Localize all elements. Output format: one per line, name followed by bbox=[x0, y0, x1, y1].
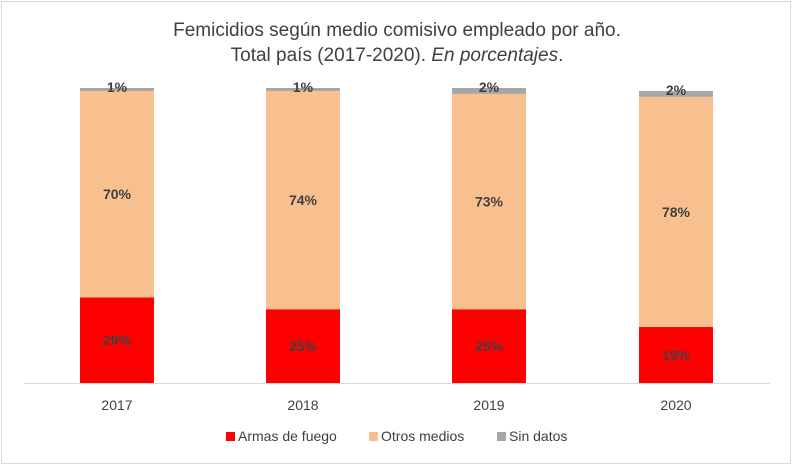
chart-title-line-2-end: . bbox=[558, 45, 564, 66]
bar-2017-sin-datos bbox=[80, 88, 154, 91]
x-tick-label-2020: 2020 bbox=[660, 397, 691, 413]
data-label-2018-armas-de-fuego: 25% bbox=[289, 338, 318, 354]
legend-swatch-armas-de-fuego bbox=[226, 432, 235, 441]
legend-label-sin-datos: Sin datos bbox=[509, 428, 567, 444]
x-tick-label-2018: 2018 bbox=[287, 397, 318, 413]
x-tick-label-2017: 2017 bbox=[101, 397, 132, 413]
bar-2019-armas-de-fuego bbox=[452, 309, 526, 383]
legend-swatch-otros-medios bbox=[369, 432, 378, 441]
legend-label-otros-medios: Otros medios bbox=[381, 428, 464, 444]
data-label-2020-sin-datos: 2% bbox=[666, 82, 687, 98]
bar-2019-sin-datos bbox=[452, 88, 526, 94]
chart-title-line-2-text: Total país (2017-2020). bbox=[230, 45, 432, 66]
bar-2018-otros-medios bbox=[266, 90, 340, 310]
x-tick-label-2019: 2019 bbox=[473, 397, 504, 413]
data-label-2020-armas-de-fuego: 19% bbox=[662, 347, 691, 363]
bar-2017-otros-medios bbox=[80, 90, 154, 298]
data-label-2017-sin-datos: 1% bbox=[107, 79, 128, 95]
data-label-2017-armas-de-fuego: 29% bbox=[103, 332, 132, 348]
bar-2018-armas-de-fuego bbox=[266, 309, 340, 383]
data-label-2017-otros-medios: 70% bbox=[103, 186, 132, 202]
bar-2020-sin-datos bbox=[639, 90, 713, 97]
chart-title: Femicidios según medio comisivo empleado… bbox=[0, 18, 794, 68]
chart-title-line-2: Total país (2017-2020). En porcentajes. bbox=[0, 43, 794, 68]
bar-2019-otros-medios bbox=[452, 93, 526, 310]
bar-2018-sin-datos bbox=[266, 88, 340, 91]
data-label-2020-otros-medios: 78% bbox=[662, 204, 691, 220]
data-label-2019-armas-de-fuego: 25% bbox=[475, 338, 504, 354]
legend-label-armas-de-fuego: Armas de fuego bbox=[238, 428, 337, 444]
data-label-2018-otros-medios: 74% bbox=[289, 192, 318, 208]
data-label-2019-otros-medios: 73% bbox=[475, 194, 504, 210]
bar-2017-armas-de-fuego bbox=[80, 297, 154, 383]
data-label-2019-sin-datos: 2% bbox=[479, 79, 500, 95]
bar-2020-armas-de-fuego bbox=[639, 326, 713, 383]
data-label-2018-sin-datos: 1% bbox=[293, 79, 314, 95]
bar-2020-otros-medios bbox=[639, 96, 713, 327]
chart-title-line-1: Femicidios según medio comisivo empleado… bbox=[173, 20, 621, 41]
chart-title-line-2-italic: En porcentajes bbox=[431, 45, 559, 66]
legend-swatch-sin-datos bbox=[497, 432, 506, 441]
